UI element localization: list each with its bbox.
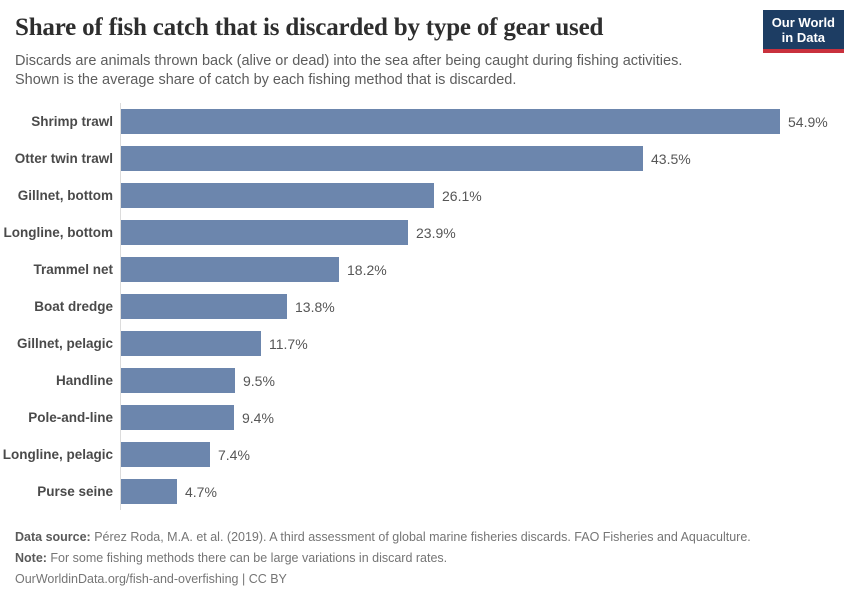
value-label: 7.4% <box>218 446 250 463</box>
data-source-label: Data source: <box>15 530 91 544</box>
category-label: Longline, pelagic <box>2 447 113 462</box>
note-text: For some fishing methods there can be la… <box>46 551 448 565</box>
license-label: CC BY <box>248 572 287 586</box>
data-source-line: Data source: Pérez Roda, M.A. et al. (20… <box>15 527 751 548</box>
category-label: Trammel net <box>33 262 113 277</box>
bar[interactable] <box>121 257 339 282</box>
bar[interactable] <box>121 368 235 393</box>
bar[interactable] <box>121 331 261 356</box>
value-label: 9.5% <box>243 372 275 389</box>
category-label: Otter twin trawl <box>14 151 113 166</box>
bar[interactable] <box>121 479 177 504</box>
category-label: Boat dredge <box>34 299 113 314</box>
category-label: Gillnet, bottom <box>17 188 113 203</box>
value-label: 54.9% <box>788 113 828 130</box>
bar-track: 18.2% <box>120 251 850 288</box>
note-label: Note: <box>15 551 47 565</box>
data-source-text: Pérez Roda, M.A. et al. (2019). A third … <box>90 530 751 544</box>
bar-row: Longline, pelagic 7.4% <box>0 436 850 473</box>
bar[interactable] <box>121 183 434 208</box>
chart-subtitle: Discards are animals thrown back (alive … <box>15 52 755 90</box>
bar[interactable] <box>121 146 643 171</box>
bar-row: Gillnet, pelagic 11.7% <box>0 325 850 362</box>
bar-chart: Shrimp trawl 54.9% Otter twin trawl 43.5% Gi… <box>0 103 850 510</box>
value-label: 4.7% <box>185 483 217 500</box>
bar-row: Longline, bottom 23.9% <box>0 214 850 251</box>
bar-track: 43.5% <box>120 140 850 177</box>
bar-row: Otter twin trawl 43.5% <box>0 140 850 177</box>
bar[interactable] <box>121 294 287 319</box>
chart-footer: Data source: Pérez Roda, M.A. et al. (20… <box>15 527 751 590</box>
bar-track: 13.8% <box>120 288 850 325</box>
bar-row: Shrimp trawl 54.9% <box>0 103 850 140</box>
bar-row: Trammel net 18.2% <box>0 251 850 288</box>
value-label: 43.5% <box>651 150 691 167</box>
note-line: Note: For some fishing methods there can… <box>15 548 751 569</box>
value-label: 9.4% <box>242 409 274 426</box>
value-label: 13.8% <box>295 298 335 315</box>
value-label: 26.1% <box>442 187 482 204</box>
bar-row: Handline 9.5% <box>0 362 850 399</box>
bar-row: Pole-and-line 9.4% <box>0 399 850 436</box>
bar[interactable] <box>121 442 210 467</box>
category-label: Purse seine <box>37 484 113 499</box>
category-label: Pole-and-line <box>28 410 113 425</box>
separator: | <box>238 572 249 586</box>
owid-logo[interactable]: Our World in Data <box>762 10 844 53</box>
value-label: 23.9% <box>416 224 456 241</box>
bar-track: 7.4% <box>120 436 850 473</box>
source-url[interactable]: OurWorldinData.org/fish-and-overfishing <box>15 572 239 586</box>
owid-logo-line2: in Data <box>781 30 826 45</box>
owid-logo-line1: Our World <box>771 15 835 30</box>
bar-track: 54.9% <box>120 103 850 140</box>
bar-track: 4.7% <box>120 473 850 510</box>
bar-row: Purse seine 4.7% <box>0 473 850 510</box>
bar[interactable] <box>121 220 408 245</box>
license-line: OurWorldinData.org/fish-and-overfishing … <box>15 569 751 590</box>
chart-title: Share of fish catch that is discarded by… <box>15 14 604 41</box>
bar[interactable] <box>121 109 780 134</box>
bar-row: Boat dredge 13.8% <box>0 288 850 325</box>
bar-track: 11.7% <box>120 325 850 362</box>
value-label: 18.2% <box>347 261 387 278</box>
value-label: 11.7% <box>269 335 308 352</box>
chart-subtitle-line2: Shown is the average share of catch by e… <box>15 72 517 88</box>
bar-track: 23.9% <box>120 214 850 251</box>
chart-subtitle-line1: Discards are animals thrown back (alive … <box>15 53 683 69</box>
category-label: Shrimp trawl <box>31 114 113 129</box>
bar-track: 26.1% <box>120 177 850 214</box>
bar-row: Gillnet, bottom 26.1% <box>0 177 850 214</box>
category-label: Longline, bottom <box>3 225 113 240</box>
bar-track: 9.4% <box>120 399 850 436</box>
chart-header: Share of fish catch that is discarded by… <box>0 0 850 90</box>
bar[interactable] <box>121 405 234 430</box>
bar-track: 9.5% <box>120 362 850 399</box>
category-label: Gillnet, pelagic <box>16 336 113 351</box>
category-label: Handline <box>55 373 113 388</box>
